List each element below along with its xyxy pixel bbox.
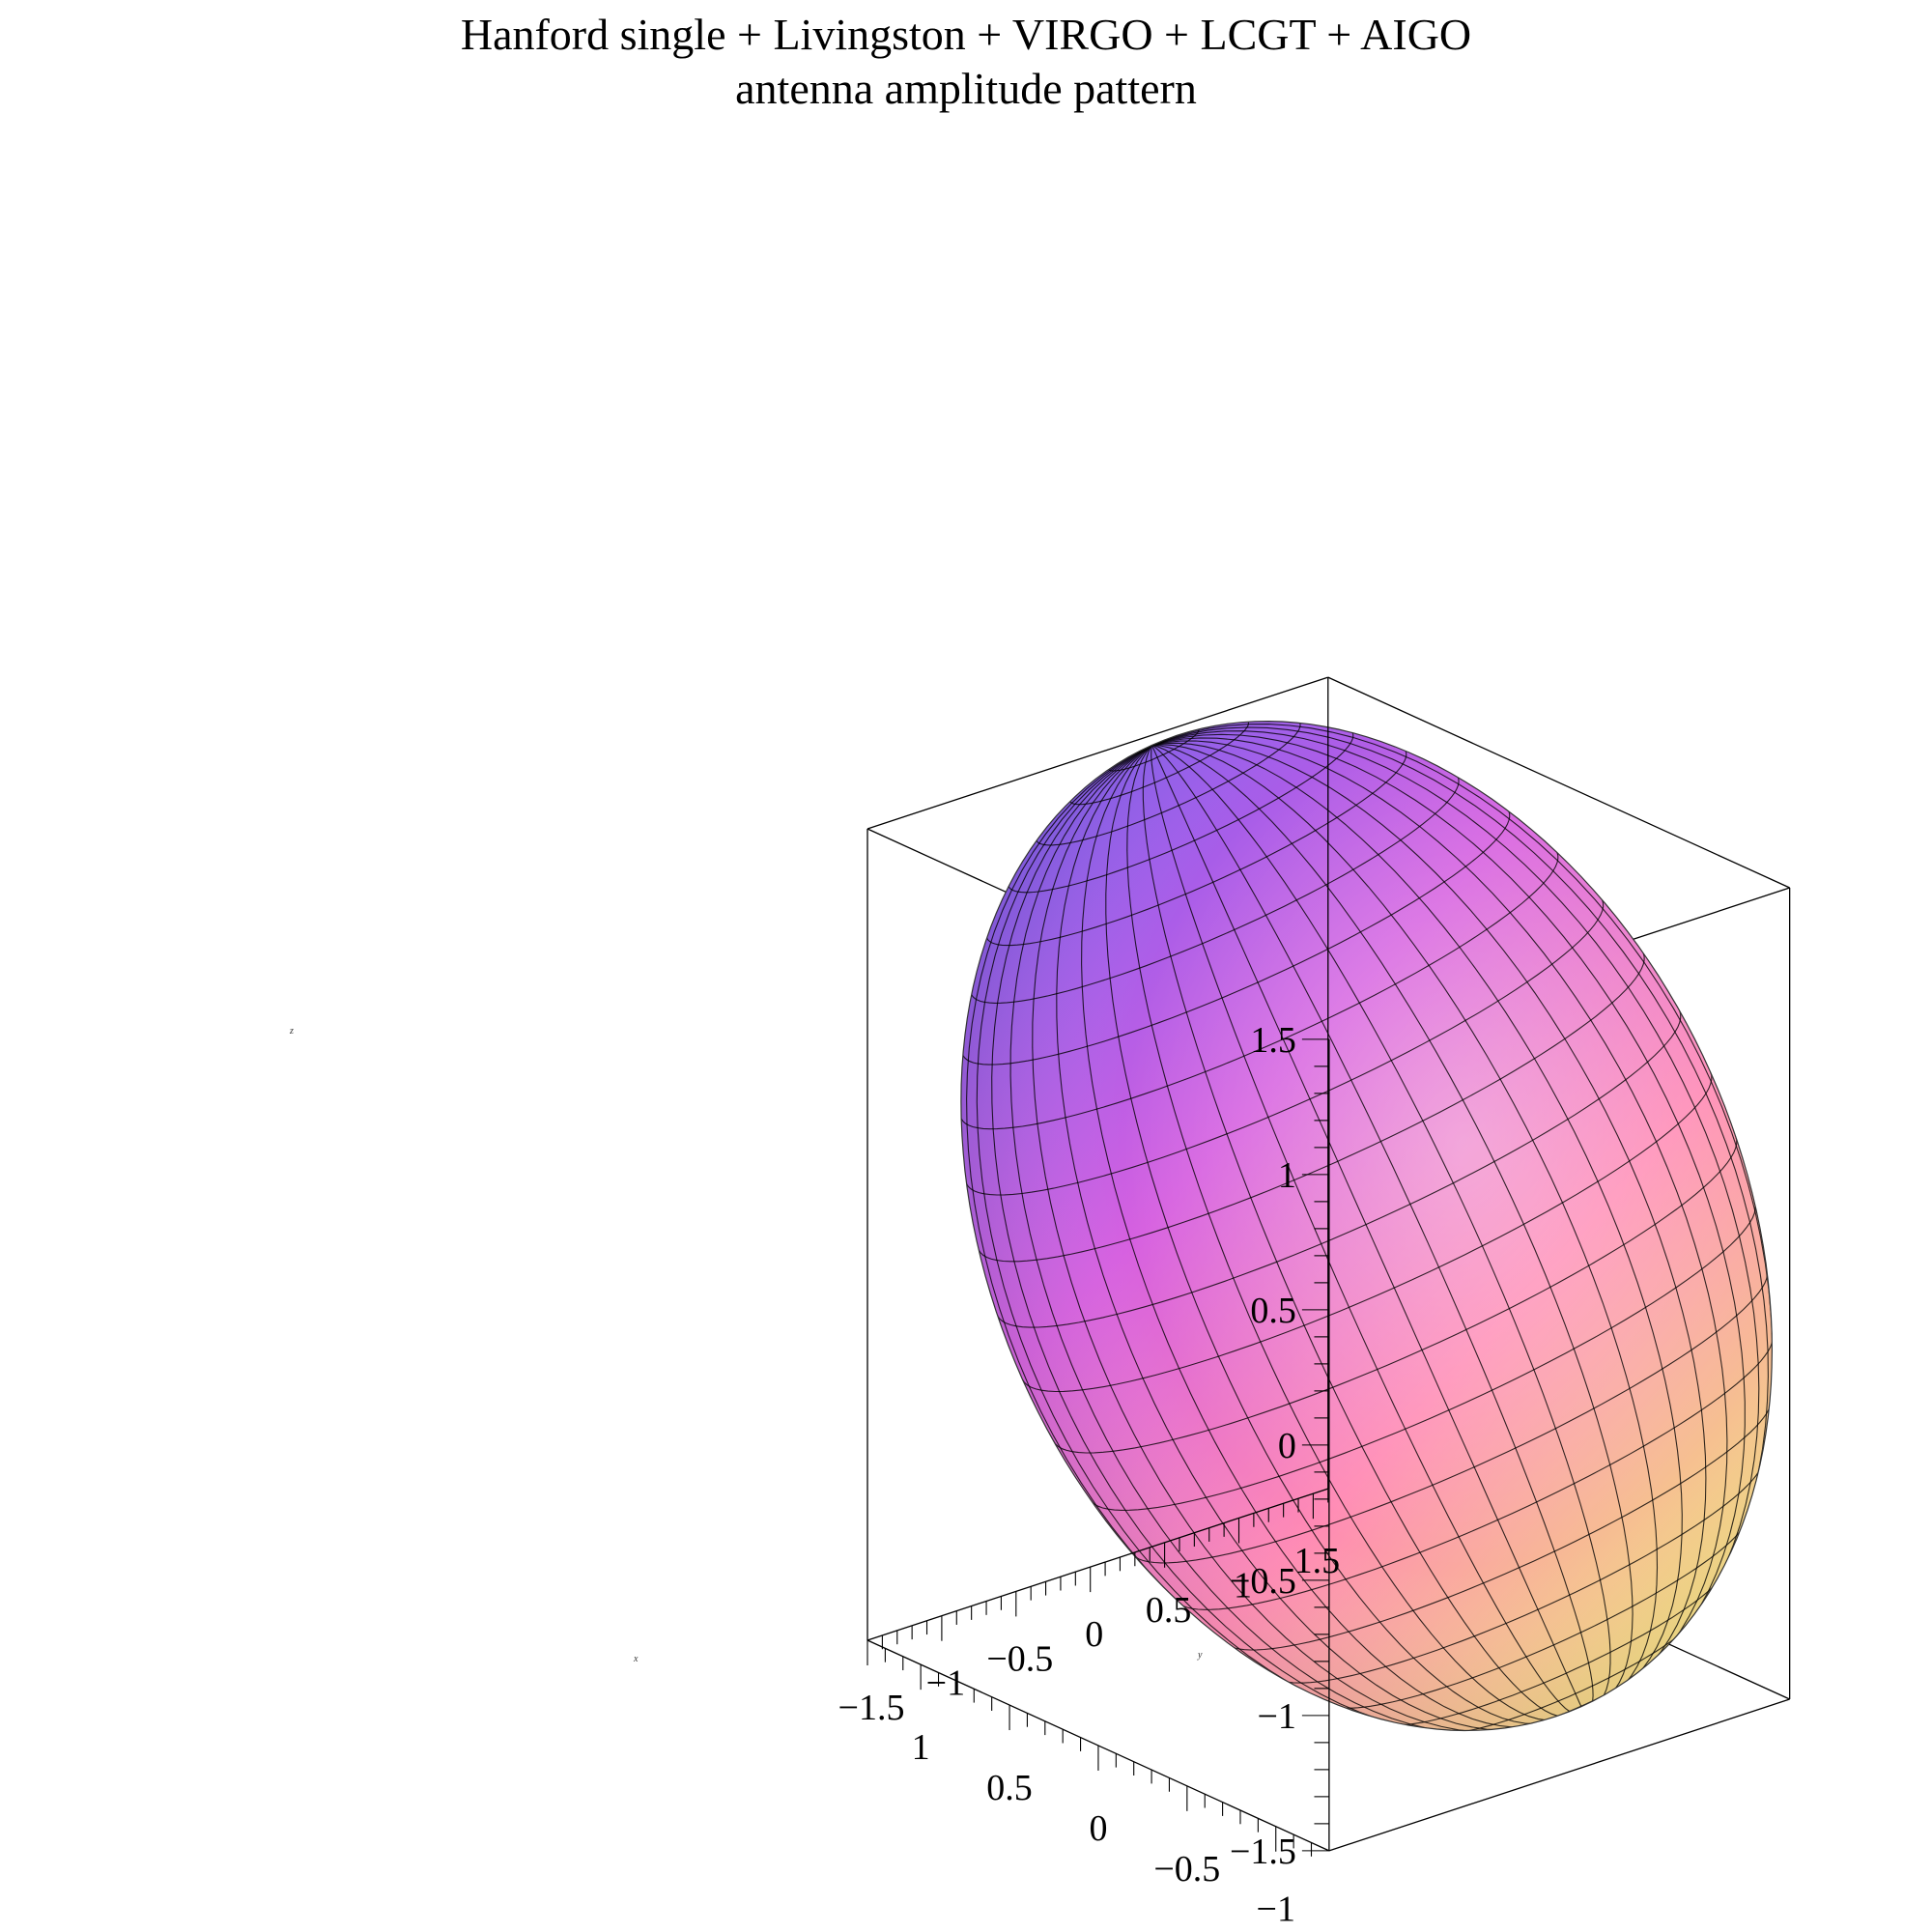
chart-title-block: Hanford single + Livingston + VIRGO + LC…	[0, 8, 1932, 116]
chart-subtitle: antenna amplitude pattern	[735, 64, 1197, 113]
z-axis-name: z	[289, 1026, 294, 1037]
y-axis-tick-label: −1	[926, 1663, 965, 1704]
box-edge	[1327, 676, 1790, 889]
chart-title: Hanford single + Livingston + VIRGO + LC…	[460, 10, 1472, 59]
axes: 1.510.50−0.5−1−1.5−1−0.500.51−1.5−1−0.50…	[289, 1020, 1340, 1930]
z-axis-tick-label: 1.5	[1250, 1020, 1296, 1061]
y-axis-tick-label: 0.5	[1146, 1590, 1192, 1631]
mesh-longitude	[1105, 745, 1582, 1725]
x-axis-tick-label: −1	[1257, 1889, 1295, 1930]
z-axis-tick-label: 1	[1278, 1155, 1296, 1196]
x-axis-tick-label: 1	[912, 1727, 930, 1768]
z-axis-tick-label: 0	[1278, 1426, 1296, 1466]
mesh-longitude	[1151, 744, 1634, 1708]
mesh-longitude	[1151, 744, 1611, 1708]
mesh-longitude	[1009, 744, 1582, 1731]
mesh-longitude	[1081, 744, 1582, 1728]
y-axis-tick-label: −1.5	[838, 1688, 905, 1728]
mesh-longitude	[1142, 745, 1582, 1718]
x-axis-tick-label: 0	[1089, 1808, 1107, 1849]
box-edge	[1328, 1698, 1790, 1852]
mesh-longitude	[1126, 745, 1582, 1721]
mesh-longitude	[1151, 744, 1594, 1709]
z-axis-tick-label: −1.5	[1230, 1832, 1296, 1872]
mesh-longitude	[1151, 740, 1707, 1708]
y-axis-tick-label: 1	[1234, 1566, 1252, 1606]
z-axis-tick-label: −0.5	[1230, 1561, 1296, 1602]
mesh-longitude	[1151, 737, 1728, 1708]
mesh-longitude	[1056, 744, 1582, 1731]
ellipsoid-surface	[960, 720, 1774, 1732]
mesh-longitude	[1032, 744, 1582, 1731]
x-axis-tick-label: 0.5	[986, 1768, 1033, 1808]
y-axis-tick-label: −0.5	[986, 1638, 1053, 1679]
x-axis-name: x	[633, 1654, 639, 1664]
y-axis-tick-label: 0	[1085, 1614, 1103, 1655]
z-axis-tick-label: 0.5	[1250, 1291, 1296, 1331]
y-axis-line	[867, 1488, 1328, 1641]
y-axis-name: y	[1197, 1650, 1203, 1661]
box-edge	[867, 676, 1328, 830]
z-axis-tick-label: −1	[1257, 1696, 1295, 1737]
y-axis-tick-label: 1.5	[1294, 1541, 1341, 1581]
mesh-longitude	[1151, 745, 1582, 1715]
mesh-longitude	[1151, 744, 1659, 1708]
mesh-longitude	[1151, 733, 1746, 1708]
ellipsoid-outline	[960, 720, 1774, 1732]
x-axis-tick-label: −0.5	[1153, 1849, 1220, 1889]
mesh-longitude	[1151, 745, 1584, 1711]
mesh-longitude	[1151, 742, 1683, 1708]
